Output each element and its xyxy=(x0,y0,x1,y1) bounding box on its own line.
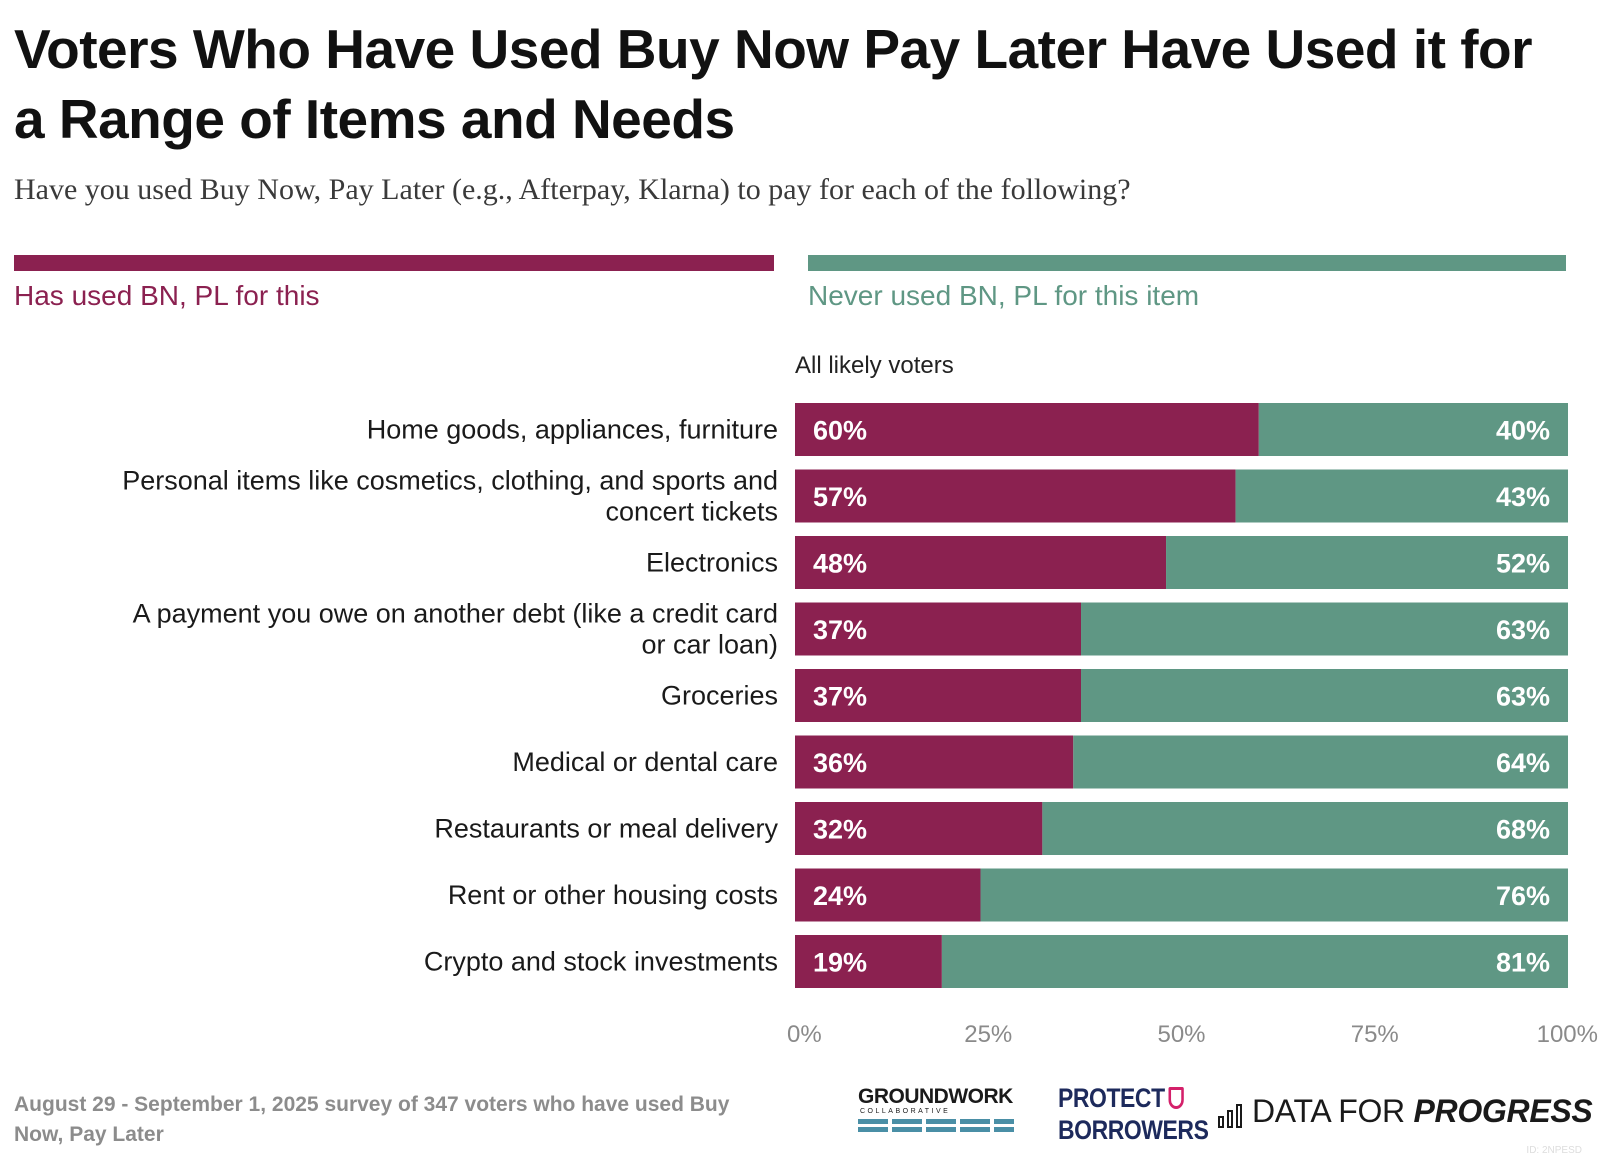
x-tick-label: 75% xyxy=(1351,1021,1399,1048)
category-label: Crypto and stock investments xyxy=(424,947,778,977)
value-label-never: 81% xyxy=(1496,948,1550,978)
shield-icon xyxy=(1168,1087,1184,1109)
bar-never xyxy=(1081,669,1568,722)
value-label-never: 64% xyxy=(1496,748,1550,778)
chart-subtitle: Have you used Buy Now, Pay Later (e.g., … xyxy=(14,173,1131,206)
category-label: Personal items like cosmetics, clothing,… xyxy=(122,466,778,496)
bar-never xyxy=(1258,403,1568,456)
category-label: Restaurants or meal delivery xyxy=(434,814,778,844)
value-label-never: 63% xyxy=(1496,615,1550,645)
legend-label-used: Has used BN, PL for this xyxy=(14,280,320,311)
protect-borrowers-line1: PROTECT xyxy=(1058,1083,1165,1113)
bar-never xyxy=(1042,802,1568,855)
stacked-bar-chart: 60% 40% Home goods, appliances, furniture 5… xyxy=(122,403,1598,1048)
bar-used xyxy=(795,669,1082,722)
bar-never xyxy=(1235,469,1568,523)
bar-chart-icon xyxy=(1218,1100,1242,1128)
category-label: A payment you owe on another debt (like … xyxy=(133,599,778,629)
value-label-never: 76% xyxy=(1496,881,1550,911)
value-label-used: 32% xyxy=(813,815,867,845)
value-label-used: 48% xyxy=(813,549,867,579)
value-label-used: 36% xyxy=(813,748,867,778)
value-label-never: 43% xyxy=(1496,482,1550,512)
chart-title: Voters Who Have Used Buy Now Pay Later H… xyxy=(14,18,1533,150)
legend-swatch-used xyxy=(14,255,774,271)
protect-borrowers-logo: PROTECT BORROWERS xyxy=(1058,1082,1209,1145)
value-label-never: 40% xyxy=(1496,416,1550,446)
x-tick-label: 0% xyxy=(787,1021,822,1048)
category-label: Home goods, appliances, furniture xyxy=(367,415,778,445)
protect-borrowers-line2: BORROWERS xyxy=(1058,1115,1209,1145)
x-tick-label: 25% xyxy=(964,1021,1012,1048)
data-for-progress-logo: DATA FOR PROGRESS xyxy=(1218,1093,1593,1134)
bar-used xyxy=(795,469,1236,523)
legend-swatch-never xyxy=(808,255,1566,271)
value-label-used: 19% xyxy=(813,948,867,978)
legend-label-never: Never used BN, PL for this item xyxy=(808,280,1200,311)
column-header: All likely voters xyxy=(795,352,954,379)
bar-never xyxy=(1166,536,1568,589)
bar-used xyxy=(795,403,1259,456)
bar-used xyxy=(795,868,981,922)
bar-used xyxy=(795,735,1074,789)
bar-never xyxy=(1081,602,1568,656)
survey-footnote: August 29 - September 1, 2025 survey of … xyxy=(14,1093,730,1146)
value-label-used: 57% xyxy=(813,482,867,512)
dfp-word-plain: DATA FOR xyxy=(1252,1093,1405,1129)
category-label: Rent or other housing costs xyxy=(448,880,778,910)
groundwork-logo-sub: COLLABORATIVE xyxy=(860,1108,951,1115)
groundwork-logo: GROUNDWORK COLLABORATIVE xyxy=(858,1086,1014,1134)
bar-never xyxy=(1073,735,1568,789)
value-label-used: 60% xyxy=(813,416,867,446)
id-tag: ID: 2NPESD xyxy=(1526,1145,1582,1156)
groundwork-stripes xyxy=(858,1119,1014,1132)
value-label-used: 37% xyxy=(813,615,867,645)
value-label-never: 52% xyxy=(1496,549,1550,579)
x-tick-label: 100% xyxy=(1537,1021,1598,1048)
bar-never xyxy=(941,935,1568,988)
dfp-word-bold: PROGRESS xyxy=(1413,1093,1593,1129)
category-label: concert tickets xyxy=(605,497,778,527)
groundwork-logo-word: GROUNDWORK xyxy=(858,1085,1013,1108)
value-label-never: 68% xyxy=(1496,815,1550,845)
value-label-used: 24% xyxy=(813,881,867,911)
value-label-used: 37% xyxy=(813,682,867,712)
x-tick-label: 50% xyxy=(1157,1021,1205,1048)
bar-never xyxy=(980,868,1568,922)
bar-used xyxy=(795,802,1043,855)
bar-used xyxy=(795,536,1167,589)
category-label: Electronics xyxy=(646,548,778,578)
category-label: or car loan) xyxy=(641,630,778,660)
bar-used xyxy=(795,935,942,988)
bar-used xyxy=(795,602,1082,656)
category-label: Groceries xyxy=(661,681,778,711)
value-label-never: 63% xyxy=(1496,682,1550,712)
category-label: Medical or dental care xyxy=(512,747,778,777)
